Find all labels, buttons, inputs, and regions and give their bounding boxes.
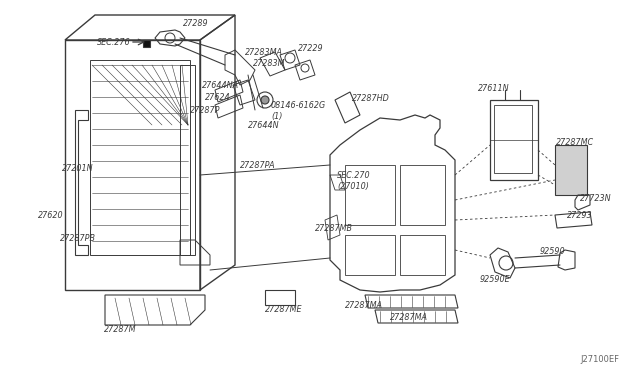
Text: 27644N: 27644N xyxy=(248,121,280,129)
Text: 27287MB: 27287MB xyxy=(315,224,353,232)
Text: 27644NA: 27644NA xyxy=(202,80,239,90)
Text: 27611N: 27611N xyxy=(478,83,510,93)
Text: 27624: 27624 xyxy=(205,93,230,102)
Text: 92590: 92590 xyxy=(540,247,566,257)
Bar xyxy=(494,105,532,173)
Bar xyxy=(400,165,445,225)
Circle shape xyxy=(261,96,269,104)
Text: SEC.276: SEC.276 xyxy=(97,38,131,46)
Text: (27010): (27010) xyxy=(337,182,369,190)
Bar xyxy=(345,165,395,225)
Text: 27287MC: 27287MC xyxy=(556,138,594,147)
Text: 27620: 27620 xyxy=(38,211,63,219)
Text: 27287PB: 27287PB xyxy=(60,234,96,243)
Text: 27283M: 27283M xyxy=(253,58,285,67)
Text: 27229: 27229 xyxy=(298,44,324,52)
Text: 27283MA: 27283MA xyxy=(245,48,283,57)
Text: 27287P: 27287P xyxy=(190,106,221,115)
Text: 27289: 27289 xyxy=(183,19,209,28)
Bar xyxy=(143,40,150,47)
Text: 27287MA: 27287MA xyxy=(390,314,428,323)
Text: SEC.270: SEC.270 xyxy=(337,170,371,180)
Text: 27287HD: 27287HD xyxy=(352,93,390,103)
Text: 27287M: 27287M xyxy=(104,326,136,334)
Text: 92590E: 92590E xyxy=(480,276,511,285)
Text: 27287ME: 27287ME xyxy=(265,305,303,314)
Text: 08146-6162G: 08146-6162G xyxy=(271,100,326,109)
Text: 27723N: 27723N xyxy=(580,193,612,202)
Text: (1): (1) xyxy=(271,112,282,121)
Text: J27100EF: J27100EF xyxy=(580,356,619,365)
Bar xyxy=(555,145,587,195)
Bar xyxy=(345,235,395,275)
Text: 27201N: 27201N xyxy=(62,164,93,173)
Bar xyxy=(490,100,538,180)
Bar xyxy=(400,235,445,275)
Text: 27293: 27293 xyxy=(567,211,593,219)
Text: 27287PA: 27287PA xyxy=(240,160,276,170)
Text: 27287MA: 27287MA xyxy=(345,301,383,310)
